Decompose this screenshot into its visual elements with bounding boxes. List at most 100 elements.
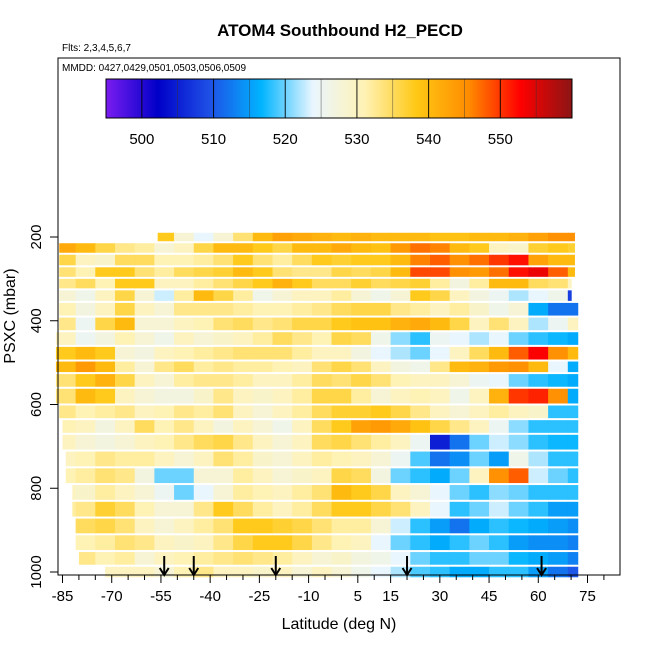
heatmap-cell — [528, 346, 549, 360]
heatmap-cell — [469, 332, 490, 345]
heatmap-cell — [370, 332, 392, 345]
heatmap-cell — [233, 361, 254, 373]
heatmap-cell — [252, 243, 274, 253]
heatmap-cell — [115, 501, 136, 517]
heatmap-cell — [115, 243, 136, 253]
heatmap-cell — [193, 232, 215, 242]
heatmap-cell — [272, 566, 293, 578]
heatmap-cell — [272, 420, 293, 433]
heatmap-cell — [351, 451, 372, 467]
heatmap-cell — [115, 267, 136, 277]
heatmap-cell — [489, 566, 510, 578]
heatmap-cell — [528, 232, 549, 242]
heatmap-cell — [213, 485, 234, 500]
heatmap-cell — [528, 434, 549, 450]
heatmap-cell — [75, 468, 96, 484]
heatmap-cell — [252, 552, 274, 565]
heatmap-cell — [528, 374, 549, 387]
heatmap-cell — [548, 420, 569, 433]
heatmap-cell — [174, 566, 195, 578]
heatmap-cell — [469, 361, 490, 373]
heatmap-cell — [75, 451, 96, 467]
heatmap-cell — [508, 254, 530, 266]
heatmap-cell — [252, 566, 274, 578]
heatmap-cell — [390, 302, 411, 316]
heatmap-cell — [548, 518, 569, 534]
heatmap-cell — [469, 388, 490, 404]
heatmap-cell — [252, 267, 274, 277]
heatmap-cell — [115, 317, 136, 331]
heatmap-cell — [311, 361, 333, 373]
heatmap-cell — [548, 267, 569, 277]
heatmap-cell — [430, 290, 451, 301]
heatmap-cell — [213, 290, 234, 301]
x-axis: -85 -70 -55 -40 -25 -10 5 15 30 45 60 75 — [52, 575, 605, 605]
heatmap-cell — [449, 535, 470, 551]
heatmap-cell — [55, 388, 77, 404]
heatmap-cell — [449, 332, 470, 345]
heatmap-cell — [311, 346, 333, 360]
heatmap-cell — [331, 388, 352, 404]
heatmap-cell — [548, 332, 569, 345]
heatmap-cell — [95, 552, 116, 565]
heatmap-cell — [75, 254, 96, 266]
heatmap-cell — [62, 434, 77, 450]
heatmap-cell — [528, 518, 549, 534]
heatmap-cell — [489, 485, 510, 500]
heatmap-cell — [213, 317, 234, 331]
heatmap-cell — [252, 518, 274, 534]
heatmap-cell — [508, 501, 530, 517]
heatmap-cell — [193, 290, 215, 301]
heatmap-cell — [311, 302, 333, 316]
heatmap-cell — [508, 420, 530, 433]
heatmap-cell — [567, 566, 579, 578]
heatmap-cell — [213, 501, 234, 517]
heatmap-cell — [115, 374, 136, 387]
heatmap-cell — [72, 501, 77, 517]
heatmap-cell — [174, 302, 195, 316]
heatmap-cell — [233, 535, 254, 551]
heatmap-cell — [331, 485, 352, 500]
heatmap-cell — [59, 254, 77, 266]
heatmap-cell — [351, 332, 372, 345]
heatmap-cell — [548, 243, 569, 253]
heatmap-cell — [528, 243, 549, 253]
colorbar-tick-label: 540 — [416, 131, 441, 148]
heatmap-cell — [390, 243, 411, 253]
heatmap-cell — [410, 468, 431, 484]
heatmap-cell — [430, 535, 451, 551]
heatmap-cell — [134, 518, 155, 534]
heatmap-cell — [351, 535, 372, 551]
heatmap-cell — [410, 535, 431, 551]
heatmap-cell — [469, 317, 490, 331]
heatmap-cell — [567, 485, 579, 500]
heatmap-cell — [292, 501, 313, 517]
heatmap-cell — [548, 405, 569, 419]
heatmap-cell — [508, 518, 530, 534]
heatmap-cell — [548, 302, 569, 316]
heatmap-cell — [65, 468, 77, 484]
heatmap-cell — [115, 302, 136, 316]
heatmap-cell — [351, 374, 372, 387]
heatmap-cell — [95, 302, 116, 316]
heatmap-cell — [154, 374, 175, 387]
heatmap-cell — [449, 267, 470, 277]
y-tick-label: 1000 — [28, 555, 45, 588]
heatmap-cell — [311, 451, 333, 467]
chart-title: ATOM4 Southbound H2_PECD — [217, 21, 463, 40]
heatmap-cell — [311, 267, 333, 277]
dates-label: MMDD: 0427,0429,0501,0503,0506,0509 — [62, 63, 246, 74]
heatmap-cell — [193, 451, 215, 467]
heatmap-cell — [115, 388, 136, 404]
heatmap-cell — [292, 566, 313, 578]
heatmap-cell — [390, 388, 411, 404]
heatmap-cell — [351, 317, 372, 331]
heatmap-cell — [272, 254, 293, 266]
heatmap-cell — [508, 317, 530, 331]
heatmap-cell — [567, 420, 579, 433]
heatmap-cell — [390, 420, 411, 433]
y-tick-label: 600 — [28, 392, 45, 417]
heatmap-cell — [331, 535, 352, 551]
heatmap-cell — [449, 374, 470, 387]
heatmap-cell — [390, 267, 411, 277]
